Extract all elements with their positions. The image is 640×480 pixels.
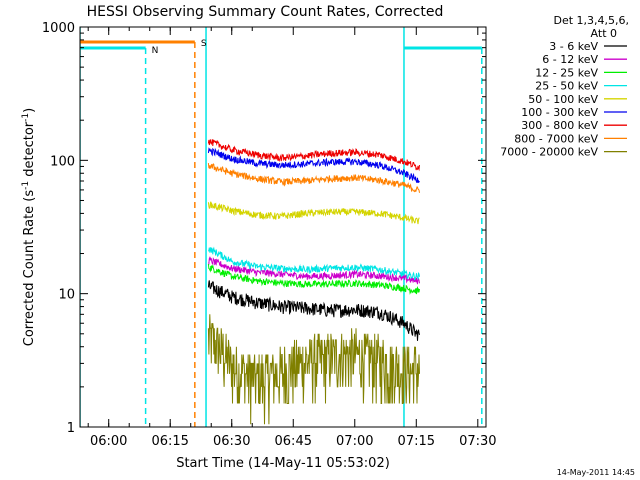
legend-label: 25 - 50 keV bbox=[535, 80, 598, 93]
series-line-50-100kev bbox=[207, 201, 420, 225]
x-tick-label: 07:30 bbox=[459, 434, 496, 449]
x-tick-label: 06:15 bbox=[151, 434, 188, 449]
marker-label-s: S bbox=[201, 39, 207, 49]
legend-label: 7000 - 20000 keV bbox=[500, 146, 598, 159]
x-tick-label: 06:45 bbox=[275, 434, 312, 449]
legend-label: 100 - 300 keV bbox=[521, 106, 598, 119]
marker-label-n: N bbox=[152, 46, 159, 56]
series-line-3-6kev bbox=[207, 280, 420, 341]
chart-title: HESSI Observing Summary Count Rates, Cor… bbox=[87, 4, 444, 20]
x-tick-label: 06:30 bbox=[213, 434, 250, 449]
legend-label: 300 - 800 keV bbox=[521, 119, 598, 132]
series-line-300-800kev bbox=[207, 139, 420, 172]
y-tick-label: 1000 bbox=[42, 21, 75, 36]
x-axis-label: Start Time (14-May-11 05:53:02) bbox=[176, 456, 390, 471]
x-axis: 06:00 06:15 06:30 06:45 07:00 07:15 07:30 bbox=[87, 27, 497, 449]
legend-label: 12 - 25 keV bbox=[535, 66, 598, 79]
y-axis-label: Corrected Count Rate (s-1 detector-1) bbox=[21, 108, 37, 346]
y-tick-label: 1 bbox=[67, 421, 75, 436]
series-line-7000-20000kev bbox=[207, 314, 420, 425]
plot-frame bbox=[79, 26, 487, 428]
series-layer bbox=[207, 139, 420, 425]
y-tick-label: 100 bbox=[50, 154, 75, 169]
legend-header-line-2: Att 0 bbox=[591, 27, 617, 40]
legend-header-line-1: Det 1,3,4,5,6, bbox=[553, 14, 629, 27]
y-tick-label: 10 bbox=[58, 288, 75, 303]
legend-label: 6 - 12 keV bbox=[542, 53, 598, 66]
y-axis: 1 10 100 1000 bbox=[42, 21, 486, 436]
legend-label: 50 - 100 keV bbox=[528, 93, 598, 106]
series-line-25-50kev bbox=[207, 246, 420, 281]
x-tick-label: 06:00 bbox=[90, 434, 127, 449]
timestamp: 14-May-2011 14:45 bbox=[557, 468, 635, 477]
series-line-100-300kev bbox=[207, 147, 420, 184]
legend-label: 800 - 7000 keV bbox=[514, 132, 598, 145]
x-tick-label: 07:00 bbox=[336, 434, 373, 449]
x-tick-label: 07:15 bbox=[398, 434, 435, 449]
series-line-800-7000kev bbox=[207, 163, 420, 193]
legend-label: 3 - 6 keV bbox=[549, 40, 598, 53]
series-line-12-25kev bbox=[207, 263, 420, 295]
series-line-6-12kev bbox=[207, 256, 420, 285]
